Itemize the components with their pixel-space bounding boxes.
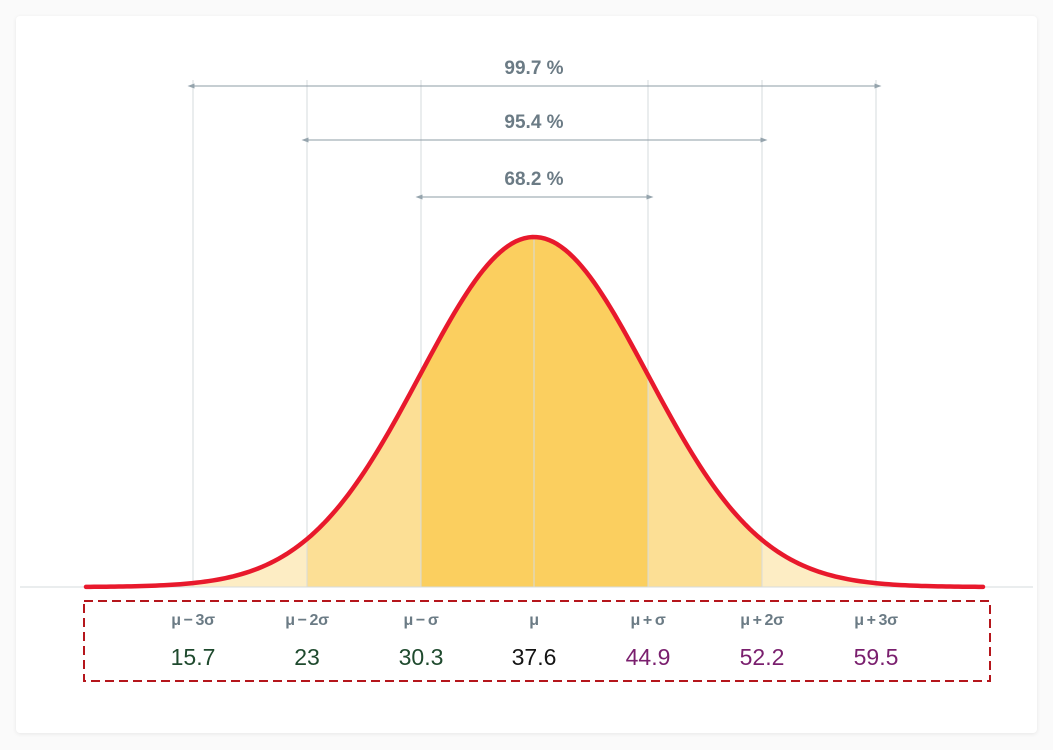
- svg-text:99.7 %: 99.7 %: [504, 58, 563, 79]
- svg-text:44.9: 44.9: [626, 644, 671, 670]
- svg-text:95.4 %: 95.4 %: [504, 112, 563, 133]
- svg-text:μ − σ: μ − σ: [404, 612, 439, 629]
- svg-text:59.5: 59.5: [854, 644, 899, 670]
- svg-text:52.2: 52.2: [740, 644, 785, 670]
- svg-text:30.3: 30.3: [399, 644, 444, 670]
- svg-text:μ + 3σ: μ + 3σ: [854, 612, 898, 629]
- svg-text:μ − 3σ: μ − 3σ: [171, 612, 215, 629]
- svg-text:68.2 %: 68.2 %: [504, 169, 563, 190]
- svg-text:μ − 2σ: μ − 2σ: [285, 612, 329, 629]
- svg-text:23: 23: [294, 644, 320, 670]
- svg-text:μ + 2σ: μ + 2σ: [740, 612, 784, 629]
- svg-text:37.6: 37.6: [512, 644, 557, 670]
- svg-text:15.7: 15.7: [171, 644, 216, 670]
- svg-text:μ + σ: μ + σ: [631, 612, 666, 629]
- svg-text:μ: μ: [529, 612, 539, 629]
